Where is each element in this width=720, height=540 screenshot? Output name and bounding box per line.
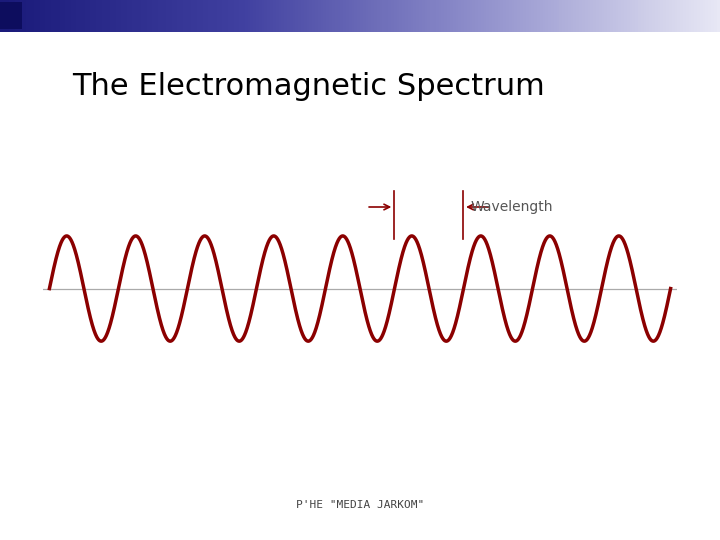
Text: Wavelength: Wavelength — [471, 200, 553, 214]
Text: P'HE "MEDIA JARKOM": P'HE "MEDIA JARKOM" — [296, 500, 424, 510]
Bar — [0, 2, 22, 29]
Text: The Electromagnetic Spectrum: The Electromagnetic Spectrum — [72, 72, 545, 101]
